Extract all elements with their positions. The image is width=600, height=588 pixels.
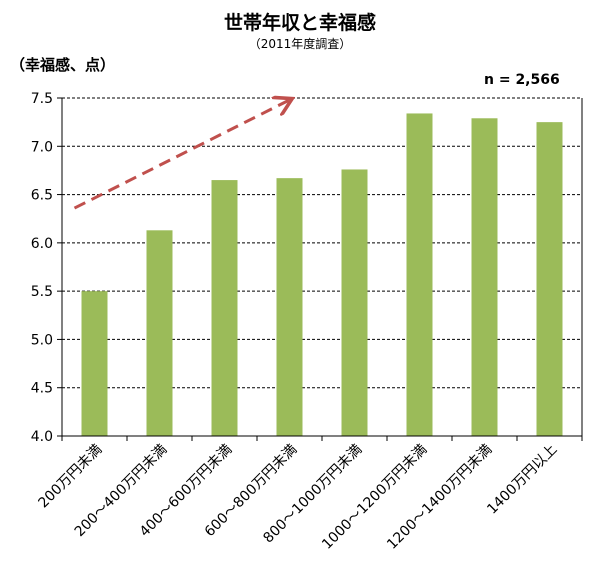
bar (81, 291, 108, 436)
y-tick-label: 6.5 (31, 188, 53, 204)
y-axis-label: （幸福感、点） (10, 56, 116, 74)
x-tick-label: 200万円未満 (36, 442, 106, 512)
chart-title: 世帯年収と幸福感 (223, 12, 376, 34)
y-tick-label: 5.0 (31, 332, 53, 348)
bar (471, 118, 498, 436)
y-tick-label: 5.5 (31, 284, 53, 300)
y-tick-label: 7.0 (31, 139, 53, 155)
bars (81, 113, 563, 437)
bar (276, 178, 303, 436)
sample-size-note: n = 2,566 (484, 72, 560, 88)
axes (57, 97, 583, 441)
y-tick-label: 4.5 (31, 381, 53, 397)
x-tick-labels: 200万円未満200～400万円未満400～600万円未満600～800万円未満… (36, 442, 561, 553)
y-tick-label: 6.0 (31, 236, 53, 252)
trend-arrow (73, 100, 290, 210)
bar (406, 113, 433, 437)
y-tick-label: 4.0 (31, 429, 53, 445)
trend-arrow-group (73, 100, 290, 210)
x-tick-label: 1200～1400万円未満 (384, 442, 495, 553)
bar (341, 169, 368, 436)
bar (211, 180, 238, 436)
x-tick-label: 1400万円以上 (484, 442, 560, 518)
gridlines (62, 97, 582, 389)
y-tick-labels: 4.0 4.5 5.0 5.5 6.0 6.5 7.0 7.5 (31, 91, 53, 445)
y-tick-label: 7.5 (31, 91, 53, 107)
bar (536, 122, 563, 437)
bar (146, 230, 173, 436)
x-tick-label: 1000～1200万円未満 (319, 442, 430, 553)
chart-subtitle: （2011年度調査） (248, 37, 352, 51)
